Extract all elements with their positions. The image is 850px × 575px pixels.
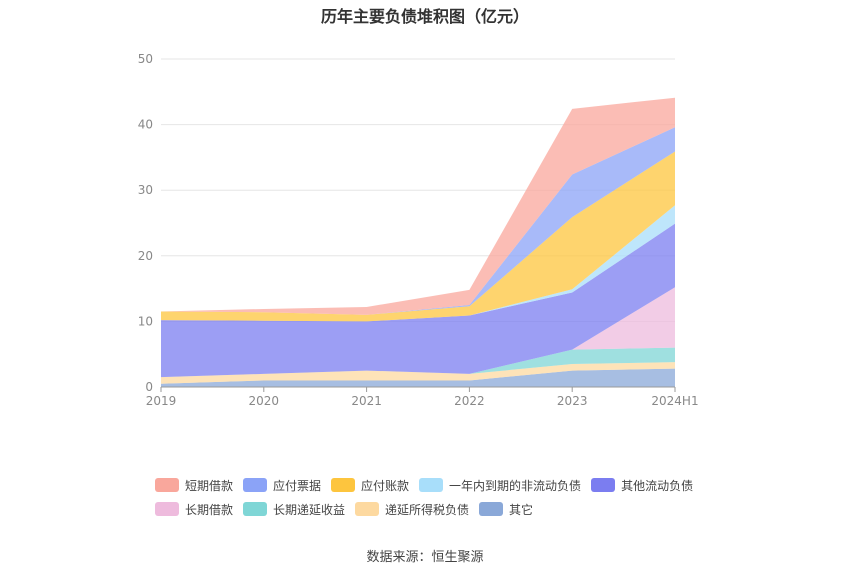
y-tick-label: 10 — [138, 314, 153, 328]
chart-legend: 短期借款 应付票据 应付账款 一年内到期的非流动负债 其他流动负债长期借款 长期递延收益 递… — [155, 473, 755, 521]
y-tick-label: 20 — [138, 249, 153, 263]
legend-label: 应付票据 — [273, 478, 322, 493]
y-tick-label: 50 — [138, 52, 153, 66]
area-短期借款 — [161, 97, 675, 315]
legend-swatch — [355, 502, 380, 516]
legend-label: 短期借款 — [185, 478, 234, 493]
legend-label: 长期借款 — [185, 502, 234, 517]
x-tick-label: 2024H1 — [651, 394, 698, 408]
legend-item[interactable]: 一年内到期的非流动负债 — [419, 477, 581, 494]
legend-label: 一年内到期的非流动负债 — [449, 478, 582, 493]
legend-swatch — [479, 502, 504, 516]
x-tick-label: 2020 — [249, 394, 280, 408]
y-tick-label: 40 — [138, 118, 153, 132]
legend-swatch — [243, 478, 268, 492]
y-tick-label: 0 — [145, 380, 153, 394]
legend-row: 短期借款 应付票据 应付账款 一年内到期的非流动负债 其他流动负债 — [155, 473, 755, 497]
area-series — [161, 97, 675, 387]
legend-label: 应付账款 — [361, 478, 410, 493]
legend-item[interactable]: 其他流动负债 — [591, 477, 693, 494]
legend-item[interactable]: 长期递延收益 — [243, 501, 345, 518]
stacked-area-chart: 0 10 20 30 40 50 2019 2020 2021 2022 2023 2024H1 — [138, 52, 699, 408]
legend-item[interactable]: 应付账款 — [331, 477, 409, 494]
chart-title: 历年主要负债堆积图（亿元） — [320, 7, 529, 26]
legend-item[interactable]: 应付票据 — [243, 477, 321, 494]
x-tick-label: 2022 — [454, 394, 485, 408]
legend-item[interactable]: 长期借款 — [155, 501, 233, 518]
area-其它 — [161, 368, 675, 387]
legend-label: 递延所得税负债 — [385, 502, 470, 517]
legend-swatch — [331, 478, 356, 492]
x-tick-label: 2021 — [351, 394, 382, 408]
legend-swatch — [155, 502, 179, 516]
x-tick-label: 2023 — [557, 394, 588, 408]
legend-row: 长期借款 长期递延收益 递延所得税负债 其它 — [155, 497, 755, 521]
area-递延所得税负债 — [161, 362, 675, 384]
legend-swatch — [591, 478, 616, 492]
data-source-label: 数据来源： — [366, 550, 432, 565]
area-长期递延收益 — [161, 347, 675, 378]
legend-label: 其它 — [509, 502, 534, 517]
area-应付账款 — [161, 151, 675, 322]
legend-item[interactable]: 递延所得税负债 — [355, 501, 469, 518]
legend-swatch — [155, 478, 179, 492]
y-tick-label: 30 — [138, 183, 153, 197]
legend-swatch — [419, 478, 444, 492]
area-其他流动负债 — [161, 223, 675, 378]
legend-swatch — [243, 502, 268, 516]
legend-label: 其他流动负债 — [621, 478, 694, 493]
x-tick-label: 2019 — [146, 394, 177, 408]
data-source: 数据来源：恒生聚源 — [0, 546, 850, 565]
axes: 0 10 20 30 40 50 2019 2020 2021 2022 2023 2024H1 — [138, 52, 699, 408]
legend-item[interactable]: 短期借款 — [155, 477, 233, 494]
legend-label: 长期递延收益 — [273, 502, 346, 517]
data-source-value: 恒生聚源 — [431, 550, 484, 565]
legend-item[interactable]: 其它 — [479, 501, 533, 518]
